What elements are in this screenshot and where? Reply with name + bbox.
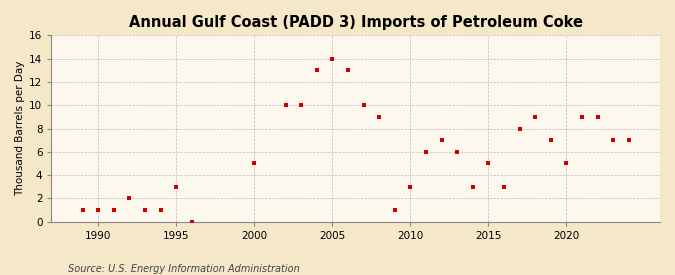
Point xyxy=(280,103,291,108)
Point xyxy=(186,219,197,224)
Point xyxy=(109,208,119,212)
Point xyxy=(311,68,322,73)
Point xyxy=(452,150,462,154)
Point xyxy=(608,138,618,142)
Point xyxy=(296,103,306,108)
Point xyxy=(93,208,104,212)
Point xyxy=(421,150,431,154)
Point xyxy=(545,138,556,142)
Point xyxy=(483,161,493,166)
Point xyxy=(389,208,400,212)
Point xyxy=(140,208,151,212)
Point xyxy=(530,115,541,119)
Point xyxy=(171,185,182,189)
Point xyxy=(358,103,369,108)
Text: Source: U.S. Energy Information Administration: Source: U.S. Energy Information Administ… xyxy=(68,264,299,274)
Point xyxy=(77,208,88,212)
Point xyxy=(561,161,572,166)
Point xyxy=(576,115,587,119)
Point xyxy=(467,185,478,189)
Point xyxy=(124,196,135,201)
Point xyxy=(436,138,447,142)
Title: Annual Gulf Coast (PADD 3) Imports of Petroleum Coke: Annual Gulf Coast (PADD 3) Imports of Pe… xyxy=(129,15,583,30)
Point xyxy=(342,68,353,73)
Y-axis label: Thousand Barrels per Day: Thousand Barrels per Day xyxy=(15,61,25,196)
Point xyxy=(405,185,416,189)
Point xyxy=(592,115,603,119)
Point xyxy=(327,56,338,61)
Point xyxy=(374,115,385,119)
Point xyxy=(499,185,510,189)
Point xyxy=(514,126,525,131)
Point xyxy=(249,161,260,166)
Point xyxy=(155,208,166,212)
Point xyxy=(624,138,634,142)
